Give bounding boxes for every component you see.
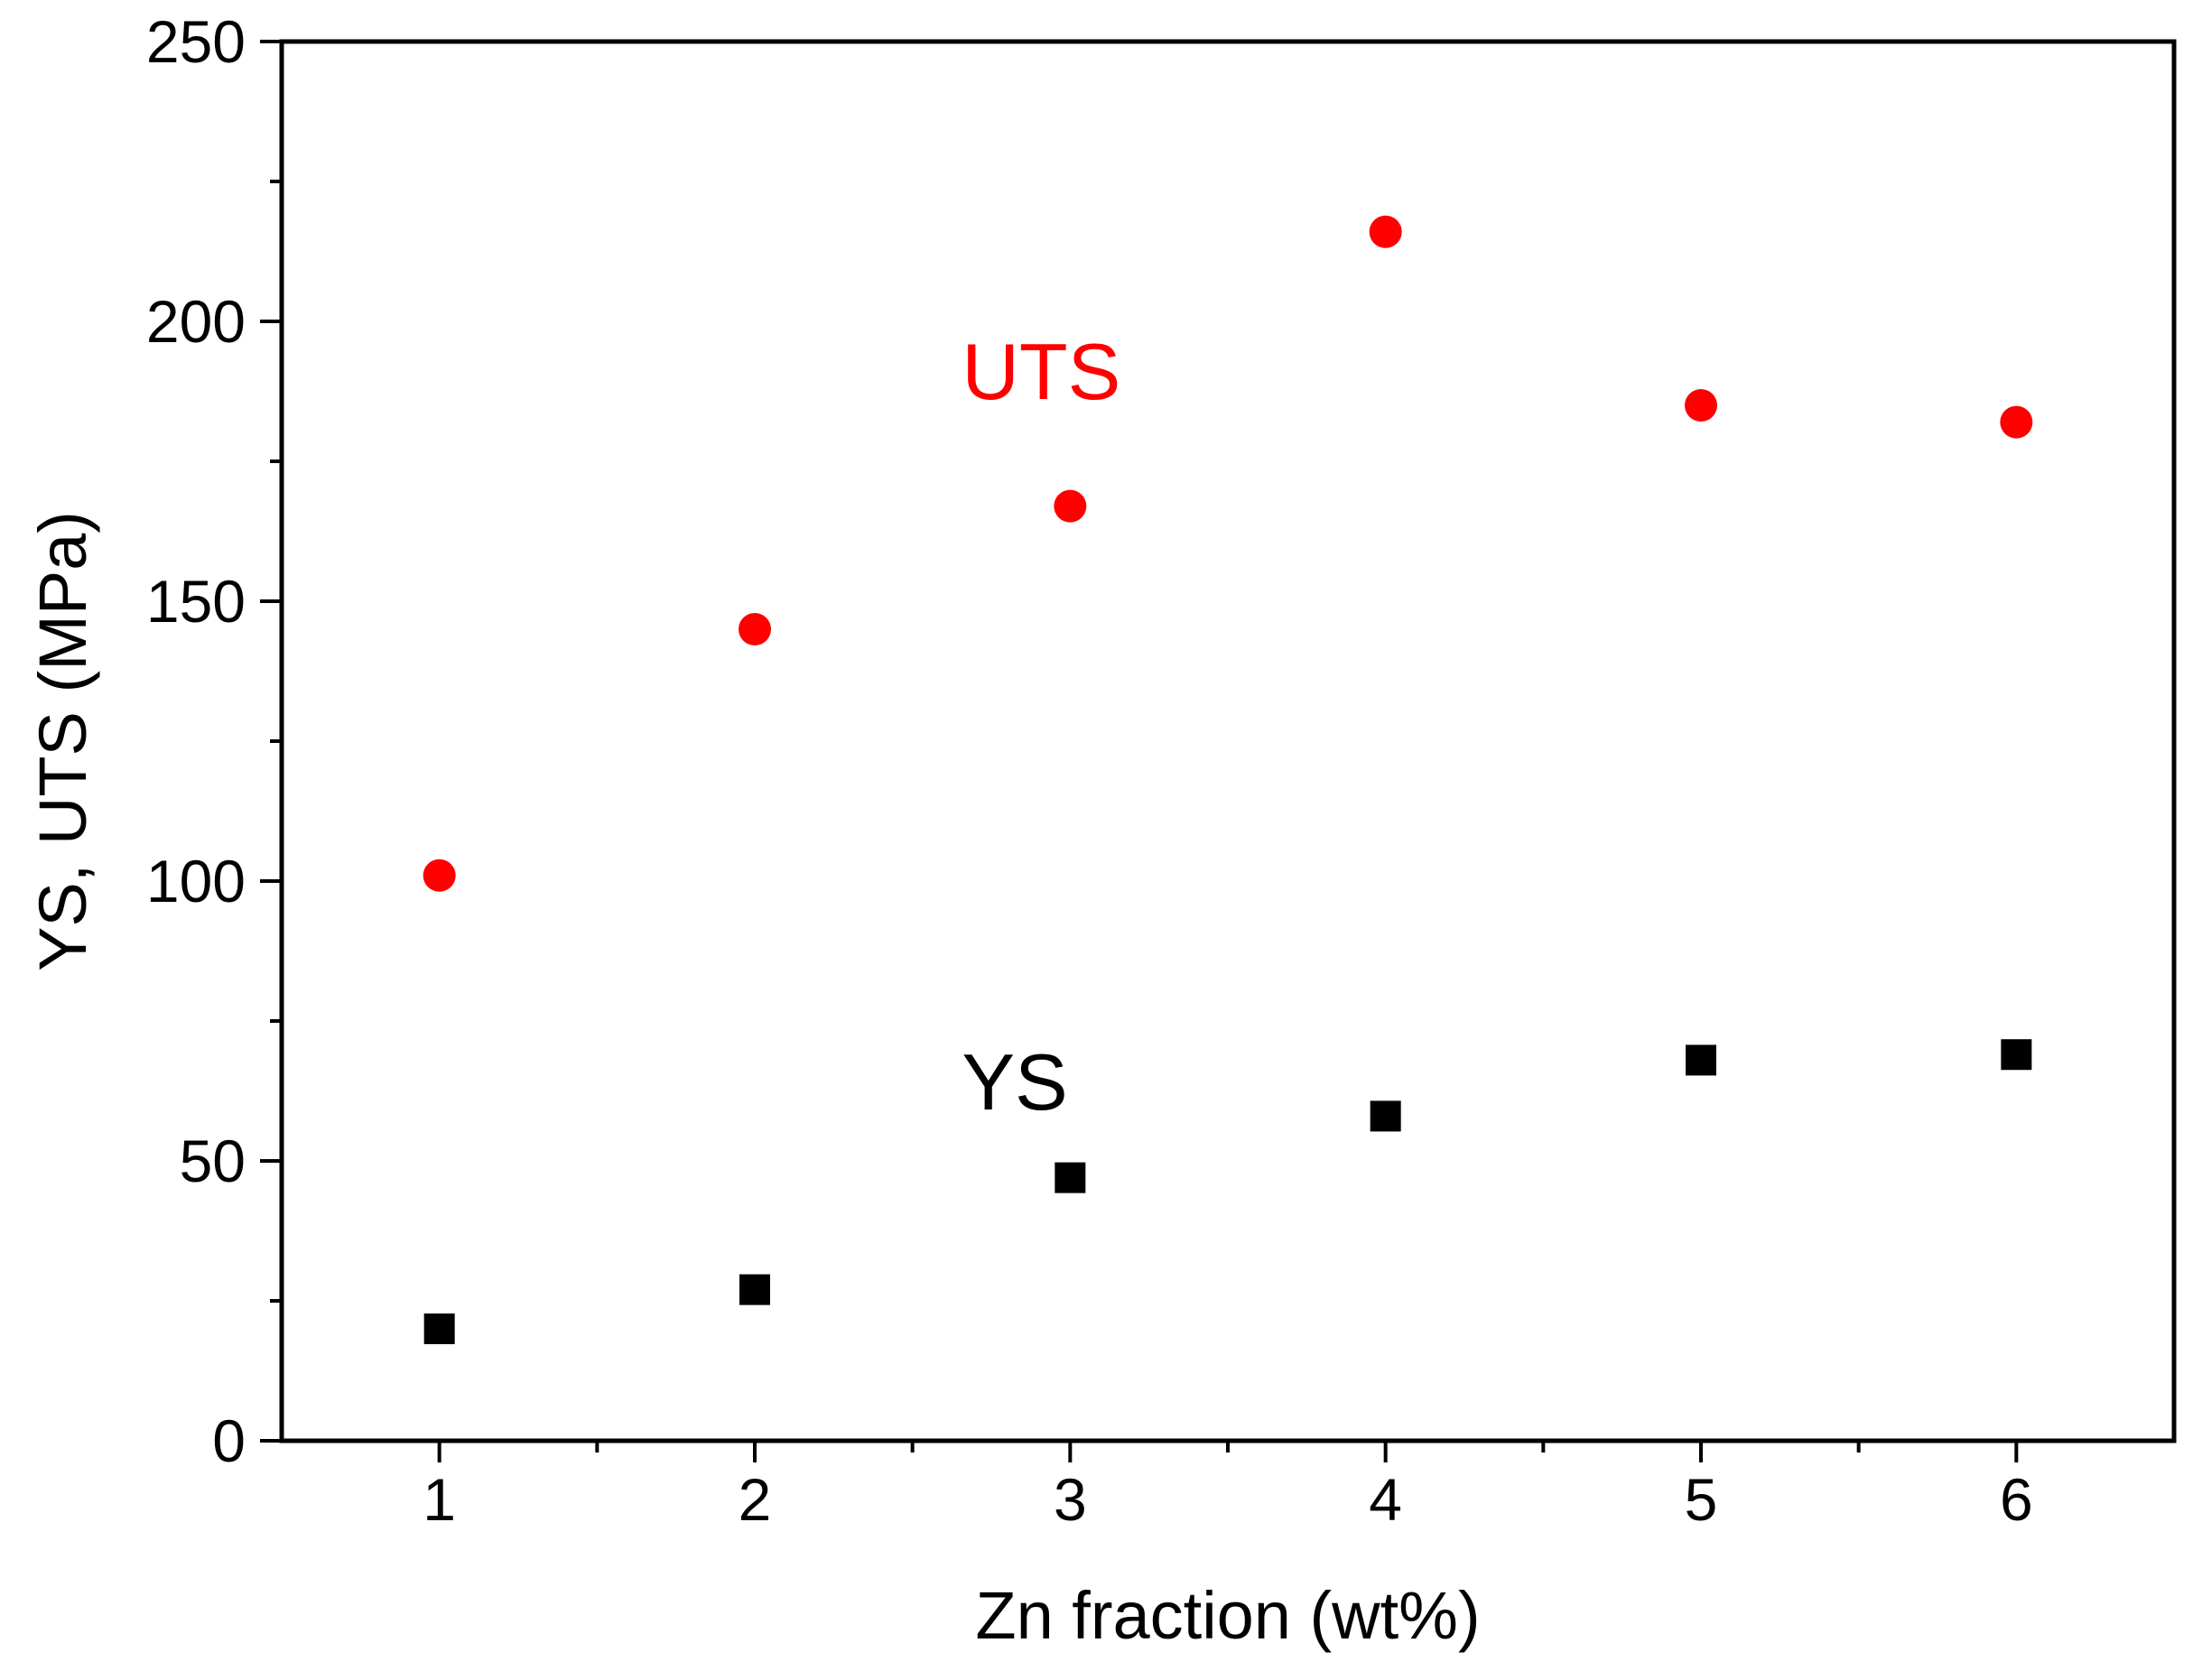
plot-frame	[279, 39, 2177, 1443]
ys-point	[1055, 1162, 1086, 1193]
ys-series-label: YS	[962, 1037, 1067, 1127]
ys-point	[1686, 1044, 1716, 1076]
y-axis-title: YS, UTS (MPa)	[25, 511, 100, 971]
y-tick-label: 200	[146, 288, 246, 355]
ys-point	[2001, 1039, 2032, 1071]
ys-point	[423, 1313, 455, 1344]
uts-point	[1685, 389, 1717, 422]
x-tick-label: 4	[1369, 1466, 1402, 1533]
x-tick-label: 5	[1685, 1466, 1718, 1533]
y-tick-label: 50	[180, 1128, 246, 1194]
y-tick-label: 0	[212, 1407, 246, 1474]
uts-series-label: UTS	[962, 327, 1120, 416]
uts-point	[1054, 489, 1087, 523]
x-axis-ticks: 1 2 3 4 5 6	[423, 1441, 2033, 1533]
data-marks	[423, 215, 2033, 1344]
y-tick-label: 250	[146, 8, 246, 75]
x-axis-title: Zn fraction (wt%)	[975, 1578, 1480, 1653]
y-tick-label: 150	[146, 568, 246, 635]
x-tick-label: 2	[739, 1466, 772, 1533]
y-axis-ticks: 0 50 100 150 200 250	[146, 8, 282, 1474]
uts-point	[2000, 405, 2033, 439]
uts-point	[423, 859, 456, 892]
x-tick-label: 3	[1054, 1466, 1087, 1533]
uts-point	[1369, 215, 1402, 248]
ys-point	[739, 1274, 770, 1305]
x-tick-label: 1	[423, 1466, 456, 1533]
uts-point	[739, 613, 771, 645]
y-tick-label: 100	[146, 848, 246, 914]
series-labels: UTS YS	[962, 327, 1120, 1127]
x-tick-label: 6	[2000, 1466, 2033, 1533]
ys-point	[1370, 1100, 1401, 1132]
